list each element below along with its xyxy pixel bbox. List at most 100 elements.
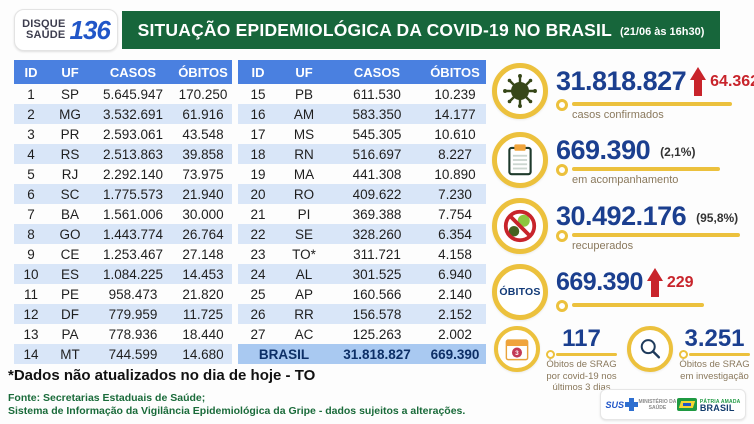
cell-id: 23 <box>250 246 266 262</box>
cell-obitos: 30.000 <box>182 206 224 222</box>
cell-casos: 369.388 <box>352 206 402 222</box>
cell-uf: RN <box>278 144 330 164</box>
cell-uf: RJ <box>61 166 79 182</box>
cell-casos: 2.593.061 <box>102 126 164 142</box>
accent-underline <box>556 164 720 176</box>
cell-id: 17 <box>250 126 266 142</box>
cell-id: 2 <box>14 104 48 124</box>
no-virus-icon <box>492 198 548 254</box>
clipboard-icon <box>492 132 548 188</box>
cell-obitos: 61.916 <box>174 104 232 124</box>
accent-underline <box>546 350 617 359</box>
cell-casos: 611.530 <box>353 86 401 102</box>
cell-id: 1 <box>27 86 35 102</box>
recovered-label: recuperados <box>572 240 634 252</box>
col-header-uf: UF <box>278 60 330 84</box>
virus-icon <box>492 63 548 119</box>
sus-cross-icon <box>625 398 639 411</box>
srag-invest-label: Óbitos de SRAG em investigação <box>679 359 750 382</box>
cell-id: 19 <box>250 166 266 182</box>
cell-obitos: 43.548 <box>182 126 224 142</box>
table-row: 10 ES 1.084.225 14.453 <box>14 264 232 284</box>
table-row: 9 CE 1.253.467 27.148 <box>14 244 232 264</box>
deaths-body: 669.390 229 <box>556 264 704 312</box>
ministry-line1: MINISTÉRIO DA <box>638 398 677 405</box>
disque-saude-label: DISQUE SAÚDE <box>22 19 65 41</box>
cell-id: 10 <box>14 264 48 284</box>
stat-confirmed-cases: 31.818.827 64.362 casos confirmados <box>492 63 754 121</box>
cell-uf: CE <box>60 246 80 262</box>
cell-id: 6 <box>14 184 48 204</box>
cell-casos: 125.263 <box>352 326 402 342</box>
cell-uf: RS <box>48 144 92 164</box>
cell-casos: 1.775.573 <box>92 184 174 204</box>
col-header-obitos: ÓBITOS <box>424 60 486 84</box>
srag-deaths-value: 117 <box>562 325 601 352</box>
ministry-line2: SAÚDE <box>648 404 667 411</box>
brasil-gov-logo: PÁTRIA AMADA BRASIL <box>676 398 741 413</box>
total-label: BRASIL <box>238 344 330 364</box>
cell-obitos: 21.940 <box>174 184 232 204</box>
table-row: 12 DF 779.959 11.725 <box>14 304 232 324</box>
table-row: 3 PR 2.593.061 43.548 <box>14 124 232 144</box>
cell-casos: 311.721 <box>353 246 401 262</box>
srag-invest-value: 3.251 <box>684 325 745 352</box>
cell-id: 9 <box>27 246 35 262</box>
cell-uf: PA <box>61 326 79 342</box>
obitos-circle-icon: ÓBITOS <box>492 264 548 320</box>
cell-obitos: 11.725 <box>174 304 232 324</box>
logo-number-136: 136 <box>69 14 110 45</box>
government-logos: SUS MINISTÉRIO DA SAÚDE PÁTRIA AMADA BRA… <box>600 389 746 420</box>
stat-srag-investigation: 3.251 Óbitos de SRAG em investigação <box>627 326 750 394</box>
cell-obitos: 10.890 <box>434 166 476 182</box>
cell-obitos: 2.002 <box>438 326 472 342</box>
cell-uf: AL <box>278 264 330 284</box>
magnifier-icon <box>627 326 673 372</box>
cell-uf: MA <box>293 166 315 182</box>
monitoring-pct: (2,1%) <box>660 145 696 159</box>
table-row: 6 SC 1.775.573 21.940 <box>14 184 232 204</box>
cell-id: 18 <box>238 144 278 164</box>
recovered-pct: (95,8%) <box>696 211 739 225</box>
cell-obitos: 18.440 <box>182 326 224 342</box>
gov-big-label: BRASIL <box>699 402 735 413</box>
cell-id: 27 <box>250 326 266 342</box>
cell-uf: ES <box>48 264 92 284</box>
cell-obitos: 10.610 <box>434 126 476 142</box>
accent-underline <box>556 230 740 242</box>
col-header-id: ID <box>238 60 278 84</box>
cell-uf: MS <box>293 126 315 142</box>
table-row: 2 MG 3.532.691 61.916 <box>14 104 232 124</box>
table-row: 4 RS 2.513.863 39.858 <box>14 144 232 164</box>
cell-casos: 2.292.140 <box>102 166 164 182</box>
recovered-value: 30.492.176 <box>556 201 687 231</box>
table-row: 5 RJ 2.292.140 73.975 <box>14 164 232 184</box>
cell-obitos: 4.158 <box>438 246 472 262</box>
col-header-casos: CASOS <box>330 60 424 84</box>
svg-text:3: 3 <box>515 350 519 357</box>
cell-obitos: 7.754 <box>438 206 472 222</box>
cell-obitos: 6.940 <box>424 264 486 284</box>
state-tables: ID UF CASOS ÓBITOS 1 SP 5.645.947 170.25… <box>14 60 486 364</box>
cell-casos: 1.253.467 <box>102 246 164 262</box>
accent-underline <box>556 300 704 312</box>
cell-casos: 1.443.774 <box>92 224 174 244</box>
cell-id: 4 <box>14 144 48 164</box>
cell-uf: SE <box>278 224 330 244</box>
state-table-right: ID UF CASOS ÓBITOS 15 PB 611.530 10.239 … <box>238 60 486 364</box>
footnote-to: *Dados não atualizados no dia de hoje - … <box>8 367 316 384</box>
col-header-uf: UF <box>48 60 92 84</box>
accent-underline <box>556 99 732 111</box>
cell-casos: 328.260 <box>330 224 424 244</box>
cell-casos: 3.532.691 <box>92 104 174 124</box>
cell-casos: 1.561.006 <box>102 206 164 222</box>
cell-casos: 2.513.863 <box>92 144 174 164</box>
monitoring-value: 669.390 <box>556 135 651 165</box>
cell-casos: 1.084.225 <box>92 264 174 284</box>
cell-uf: AC <box>294 326 314 342</box>
cell-id: 14 <box>14 344 48 364</box>
table-row: 17 MS 545.305 10.610 <box>238 124 486 144</box>
cell-id: 22 <box>238 224 278 244</box>
cell-id: 8 <box>14 224 48 244</box>
cell-uf: RO <box>278 184 330 204</box>
